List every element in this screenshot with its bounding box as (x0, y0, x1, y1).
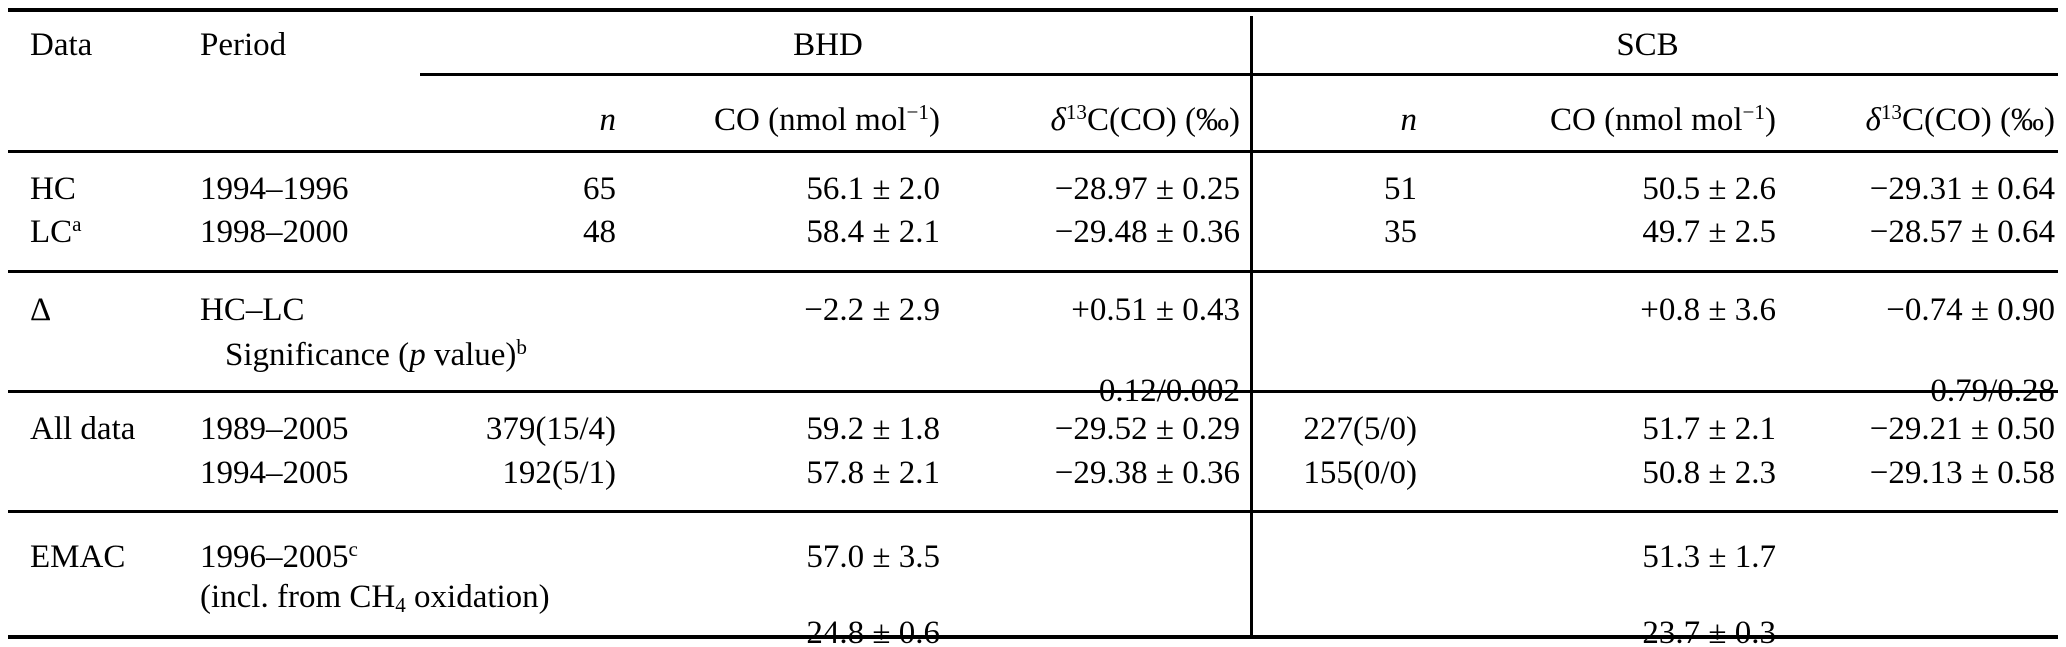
cell-period: 1998–2000 (200, 214, 349, 250)
cell-bhd-n: 192(5/1) (502, 455, 616, 491)
header-data: Data (30, 27, 93, 63)
cell-scb-n: 51 (1384, 171, 1417, 207)
header-group-bhd: BHD (793, 27, 863, 63)
header-period: Period (200, 27, 287, 63)
cell-bhd-co: −2.2 ± 2.9 (804, 292, 940, 328)
cell-bhd-d13c: −29.38 ± 0.36 (1054, 455, 1240, 491)
cell-scb-d13c: −29.21 ± 0.50 (1869, 411, 2055, 447)
cell-bhd-n: 65 (583, 171, 616, 207)
cell-scb-co: 49.7 ± 2.5 (1642, 214, 1776, 250)
cell-bhd-d13c: −29.52 ± 0.29 (1054, 411, 1240, 447)
cell-scb-co: 50.8 ± 2.3 (1642, 455, 1776, 491)
bottom-rule (8, 635, 2058, 639)
header-d13c-bhd: δ13C(CO) (‰) (1050, 100, 1240, 138)
top-rule (8, 8, 2058, 12)
table-row: 1994–2005 192(5/1) 57.8 ± 2.1 −29.38 ± 0… (30, 455, 2055, 491)
cell-bhd-d13c: +0.51 ± 0.43 (1071, 292, 1240, 328)
cell-data: HC (30, 171, 76, 207)
section-rule (8, 510, 2058, 513)
cell-scb-co: 23.7 ± 0.3 (1642, 615, 1776, 647)
superscript: −1 (1742, 100, 1765, 125)
header-d13c-scb: δ13C(CO) (‰) (1865, 100, 2055, 138)
footnote-marker-b: b (516, 335, 527, 360)
cell-period: HC–LC (200, 292, 305, 328)
cell-scb-n: 155(0/0) (1303, 455, 1417, 491)
table-row: All data 1989–2005 379(15/4) 59.2 ± 1.8 … (30, 411, 2055, 447)
cell-bhd-n: 48 (583, 214, 616, 250)
cell-bhd-co: 57.8 ± 2.1 (806, 455, 940, 491)
cell-scb-n: 227(5/0) (1303, 411, 1417, 447)
superscript: −1 (906, 100, 929, 125)
table-row: Significance (p value)b 0.12/0.002 0.79/… (30, 335, 2055, 409)
superscript: 13 (1065, 100, 1087, 125)
subscript-4: 4 (395, 592, 406, 617)
table-row: HC 1994–1996 65 56.1 ± 2.0 −28.97 ± 0.25… (30, 171, 2055, 207)
cell-bhd-co: 59.2 ± 1.8 (806, 411, 940, 447)
cell-scb-co: 50.5 ± 2.6 (1642, 171, 1776, 207)
cell-data: All data (30, 411, 136, 447)
cell-scb-co: 51.7 ± 2.1 (1642, 411, 1776, 447)
table-row: (incl. from CH4 oxidation) 24.8 ± 0.6 23… (30, 579, 2055, 647)
cell-scb-co: +0.8 ± 3.6 (1640, 292, 1776, 328)
cell-bhd-co: 56.1 ± 2.0 (806, 171, 940, 207)
header-co-bhd: CO (nmol mol−1) (714, 100, 940, 138)
cell-bhd-co: 24.8 ± 0.6 (806, 615, 940, 647)
cell-incl-ch4-label: (incl. from CH4 oxidation) (200, 579, 550, 617)
cell-period: 1994–1996 (200, 171, 349, 207)
table-row: EMAC 1996–2005c 57.0 ± 3.5 51.3 ± 1.7 (30, 537, 2055, 575)
section-rule (8, 270, 2058, 273)
group-span-rule (420, 73, 2058, 76)
cell-scb-d13c: −0.74 ± 0.90 (1886, 292, 2055, 328)
cell-period: 1989–2005 (200, 411, 349, 447)
cell-bhd-d13c: 0.12/0.002 (1098, 373, 1240, 409)
cell-scb-d13c: 0.79/0.28 (1930, 373, 2055, 409)
cell-bhd-d13c: −29.48 ± 0.36 (1054, 214, 1240, 250)
cell-bhd-co: 57.0 ± 3.5 (806, 539, 940, 575)
cell-data: EMAC (30, 539, 126, 575)
cell-period: 1996–2005c (200, 537, 358, 575)
cell-scb-d13c: −28.57 ± 0.64 (1869, 214, 2055, 250)
superscript: 13 (1880, 100, 1902, 125)
footnote-marker-c: c (348, 537, 358, 562)
vertical-divider (1250, 16, 1253, 635)
table-header-row-groups: Data Period BHD SCB (30, 27, 2055, 63)
cell-significance-label: Significance (p value)b (225, 335, 527, 373)
header-n-scb: n (1400, 102, 1418, 138)
section-rule (8, 390, 2058, 393)
cell-scb-co: 51.3 ± 1.7 (1642, 539, 1776, 575)
cell-bhd-d13c: −28.97 ± 0.25 (1054, 171, 1240, 207)
table-row: LCa 1998–2000 48 58.4 ± 2.1 −29.48 ± 0.3… (30, 212, 2055, 250)
cell-data: Δ (30, 292, 52, 328)
header-n-bhd: n (599, 102, 617, 138)
footnote-marker-a: a (72, 212, 82, 237)
cell-scb-d13c: −29.13 ± 0.58 (1869, 455, 2055, 491)
cell-data: LCa (30, 212, 82, 250)
cell-bhd-co: 58.4 ± 2.1 (806, 214, 940, 250)
cell-bhd-n: 379(15/4) (485, 411, 616, 447)
cell-scb-n: 35 (1384, 214, 1417, 250)
header-rule (8, 150, 2058, 153)
header-group-scb: SCB (1616, 27, 1679, 63)
cell-scb-d13c: −29.31 ± 0.64 (1869, 171, 2055, 207)
header-co-scb: CO (nmol mol−1) (1550, 100, 1776, 138)
cell-period: 1994–2005 (200, 455, 349, 491)
table-row: Δ HC–LC −2.2 ± 2.9 +0.51 ± 0.43 +0.8 ± 3… (30, 292, 2055, 328)
table-header-row-columns: n CO (nmol mol−1) δ13C(CO) (‰) n CO (nmo… (30, 100, 2056, 138)
